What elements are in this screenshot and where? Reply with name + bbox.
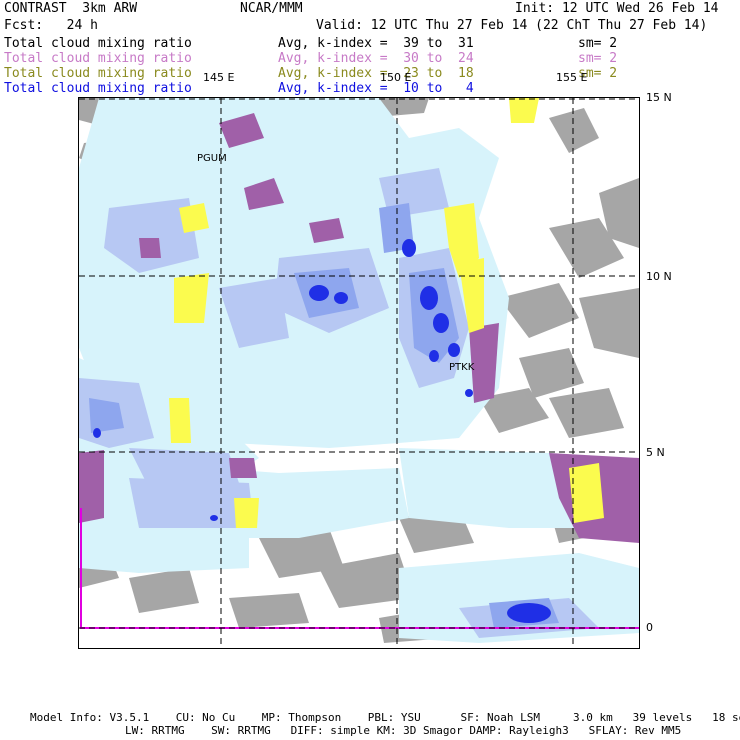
legend-field-2: Total cloud mixing ratio [4, 51, 192, 66]
lat-label-0: 0 [646, 621, 653, 634]
lon-label-145: 145 E [203, 71, 235, 84]
forecast-hour: Fcst: 24 h [4, 18, 98, 33]
yellow-cloud [169, 98, 604, 528]
legend-field-1: Total cloud mixing ratio [4, 36, 192, 51]
legend-index-4: Avg, k-index = 10 to 4 [278, 81, 474, 96]
legend-index-3: Avg, k-index = 23 to 18 [278, 66, 474, 81]
legend-sm-1: sm= 2 [578, 36, 618, 51]
station-label-ptkk: PTKK [449, 362, 475, 373]
dark-blue-cores [93, 239, 551, 623]
lat-label-10n: 10 N [646, 270, 672, 283]
legend-index-2: Avg, k-index = 30 to 24 [278, 51, 474, 66]
lon-label-150: 150 E [380, 71, 412, 84]
cloud-field-map [79, 98, 639, 648]
lat-lon-grid [79, 98, 639, 648]
valid-time: Valid: 12 UTC Thu 27 Feb 14 (22 ChT Thu … [316, 18, 708, 33]
model-info-line-2: LW: RRTMG SW: RRTMG DIFF: simple KM: 3D … [125, 724, 682, 737]
legend-index-1: Avg, k-index = 39 to 31 [278, 36, 474, 51]
legend-field-4: Total cloud mixing ratio [4, 81, 192, 96]
center-name: NCAR/MMM [240, 1, 303, 16]
station-label-pgum: PGUM [197, 153, 227, 164]
lon-label-155: 155 E [556, 71, 588, 84]
legend-sm-3: sm= 2 [578, 66, 618, 81]
lat-label-15n: 15 N [646, 91, 672, 104]
model-info-line-1: Model Info: V3.5.1 CU: No Cu MP: Thompso… [30, 711, 740, 724]
program-title: CONTRAST 3km ARW [4, 1, 138, 16]
init-time: Init: 12 UTC Wed 26 Feb 14 [515, 1, 719, 16]
map-panel: PGUM PTKK [78, 97, 640, 649]
legend-sm-2: sm= 2 [578, 51, 618, 66]
legend-field-3: Total cloud mixing ratio [4, 66, 192, 81]
lat-label-5n: 5 N [646, 446, 665, 459]
